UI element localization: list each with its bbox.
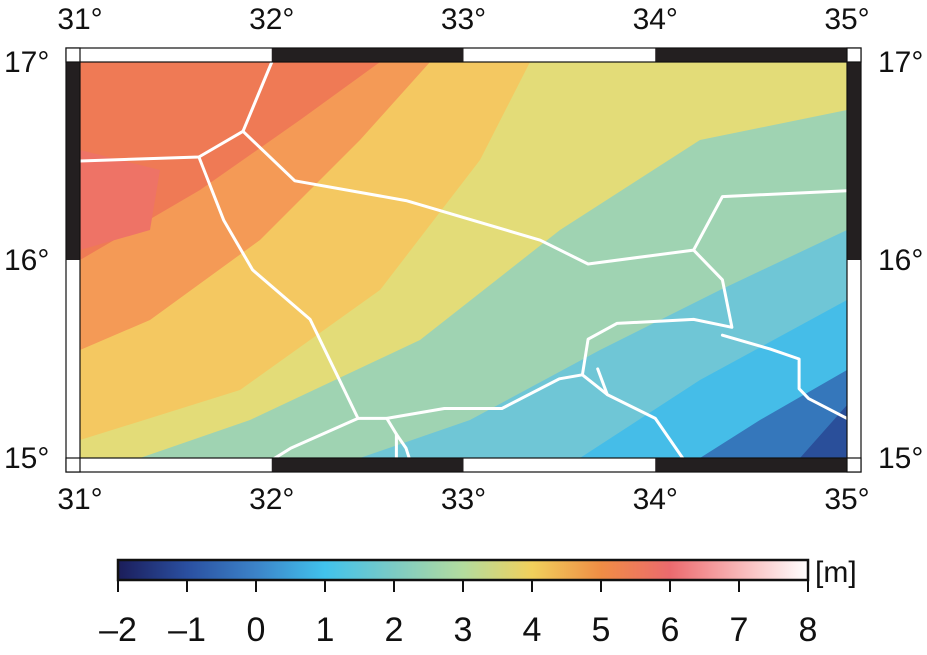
- colorbar-tick-label: 8: [799, 611, 818, 649]
- lon-labels-bottom: 31° 32° 33° 34° 35°: [57, 483, 869, 516]
- lon-label-top: 31°: [57, 3, 102, 36]
- colorbar-tick-label: 1: [316, 611, 335, 649]
- frame-segment-top: [271, 48, 464, 62]
- lon-label-bottom: 32°: [249, 483, 294, 516]
- lon-label-top: 32°: [249, 3, 294, 36]
- colorbar-tick-label: 0: [247, 611, 266, 649]
- boundary-line-1: [241, 129, 847, 266]
- frame-segment-top: [80, 48, 272, 62]
- lon-label-bottom: 35°: [824, 483, 869, 516]
- lat-label-right: 17°: [878, 46, 923, 79]
- boundary-line-6: [580, 248, 734, 377]
- lat-label-left: 16°: [4, 244, 49, 277]
- frame-segment-left: [66, 260, 80, 458]
- frame-segment-bottom: [80, 458, 272, 472]
- boundary-line-8: [720, 333, 847, 420]
- colorbar-tick-label: 2: [385, 611, 404, 649]
- frame-outer-border: [65, 47, 862, 473]
- frame-segment-top: [463, 48, 656, 62]
- lat-label-left: 15°: [4, 442, 49, 475]
- frame-segment-bottom: [655, 458, 847, 472]
- boundary-line-3: [272, 416, 360, 458]
- frame-segment-bottom: [463, 458, 656, 472]
- boundary-line-0: [80, 62, 274, 163]
- lon-labels-top: 31° 32° 33° 34° 35°: [57, 3, 869, 36]
- lat-label-left: 17°: [4, 46, 49, 79]
- lon-label-bottom: 33°: [441, 483, 486, 516]
- boundary-line-2: [197, 155, 685, 458]
- frame-inner-border: [79, 61, 848, 459]
- lat-label-right: 15°: [878, 442, 923, 475]
- colorbar-tick-label: –2: [99, 611, 137, 649]
- frame-segment-top: [655, 48, 847, 62]
- field-band-deep: [700, 370, 847, 458]
- frame-corner: [65, 47, 81, 63]
- frame-corner: [846, 47, 862, 63]
- lat-labels-right: 15° 16° 17°: [878, 46, 923, 475]
- colorbar-tick-label: 3: [454, 611, 473, 649]
- lon-label-bottom: 34°: [633, 483, 678, 516]
- colorbar-tick-label: –1: [168, 611, 206, 649]
- colorbar: –2 –1 0 1 2 3 4 5 6 7 8 [m]: [99, 556, 857, 649]
- colorbar-tick-label: 4: [523, 611, 542, 649]
- boundary-line-5: [394, 432, 411, 458]
- colorbar-tick-label: 7: [730, 611, 749, 649]
- lon-label-top: 34°: [633, 3, 678, 36]
- frame-corner: [65, 457, 81, 473]
- field-band-pink: [80, 150, 160, 250]
- colorbar-tick-label: 6: [661, 611, 680, 649]
- colorbar-tick-label: 5: [592, 611, 611, 649]
- map-frame: [65, 47, 862, 473]
- frame-segment-bottom: [271, 458, 464, 472]
- field-band-navy: [800, 405, 847, 458]
- frame-corner: [846, 457, 862, 473]
- frame-segment-right: [847, 62, 861, 260]
- lat-labels-left: 15° 16° 17°: [4, 46, 49, 475]
- boundaries: [80, 62, 847, 458]
- colorbar-ticks: –2 –1 0 1 2 3 4 5 6 7 8: [99, 580, 817, 649]
- lon-label-top: 35°: [824, 3, 869, 36]
- colorbar-unit-label: [m]: [815, 556, 857, 589]
- lat-label-right: 16°: [878, 244, 923, 277]
- frame-segment-right: [847, 260, 861, 458]
- field-band-red: [80, 62, 380, 260]
- boundary-line-7: [596, 367, 609, 397]
- lon-label-bottom: 31°: [57, 483, 102, 516]
- frame-segment-left: [66, 62, 80, 260]
- lon-label-top: 33°: [441, 3, 486, 36]
- colorbar-bar: [116, 558, 810, 582]
- data-field: [80, 62, 847, 458]
